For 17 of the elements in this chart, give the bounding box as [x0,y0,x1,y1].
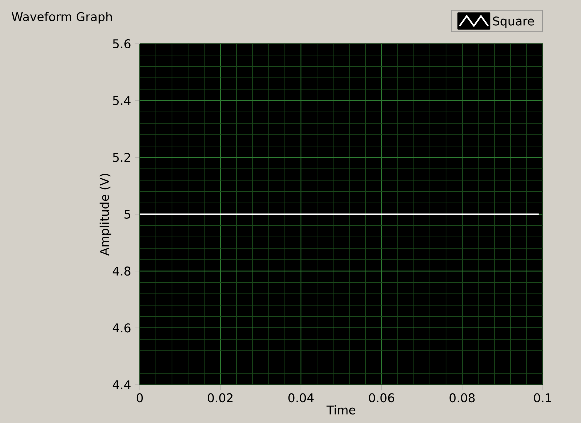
x-tick-label: 0 [136,394,144,403]
x-tick-label: 0.08 [450,394,475,403]
x-tick-label: 0.04 [288,394,314,403]
y-tick-label: 5 [124,210,130,219]
y-tick-label: 4.4 [112,380,131,390]
y-tick-label: 5.4 [113,96,131,106]
x-tick-label: 0.1 [534,394,552,403]
y-tick-label: 4.6 [112,324,131,333]
legend-label: Square [493,16,534,28]
y-tick-label: 5.2 [113,153,130,162]
x-axis-title: Time [326,405,356,415]
y-axis-title: Amplitude (V) [100,174,112,256]
x-tick-label: 0.02 [208,394,233,403]
y-tick-label: 5.6 [113,39,131,49]
x-tick-label: 0.06 [369,394,394,403]
chart-title: Waveform Graph [12,12,112,24]
y-tick-label: 4.8 [112,266,131,276]
